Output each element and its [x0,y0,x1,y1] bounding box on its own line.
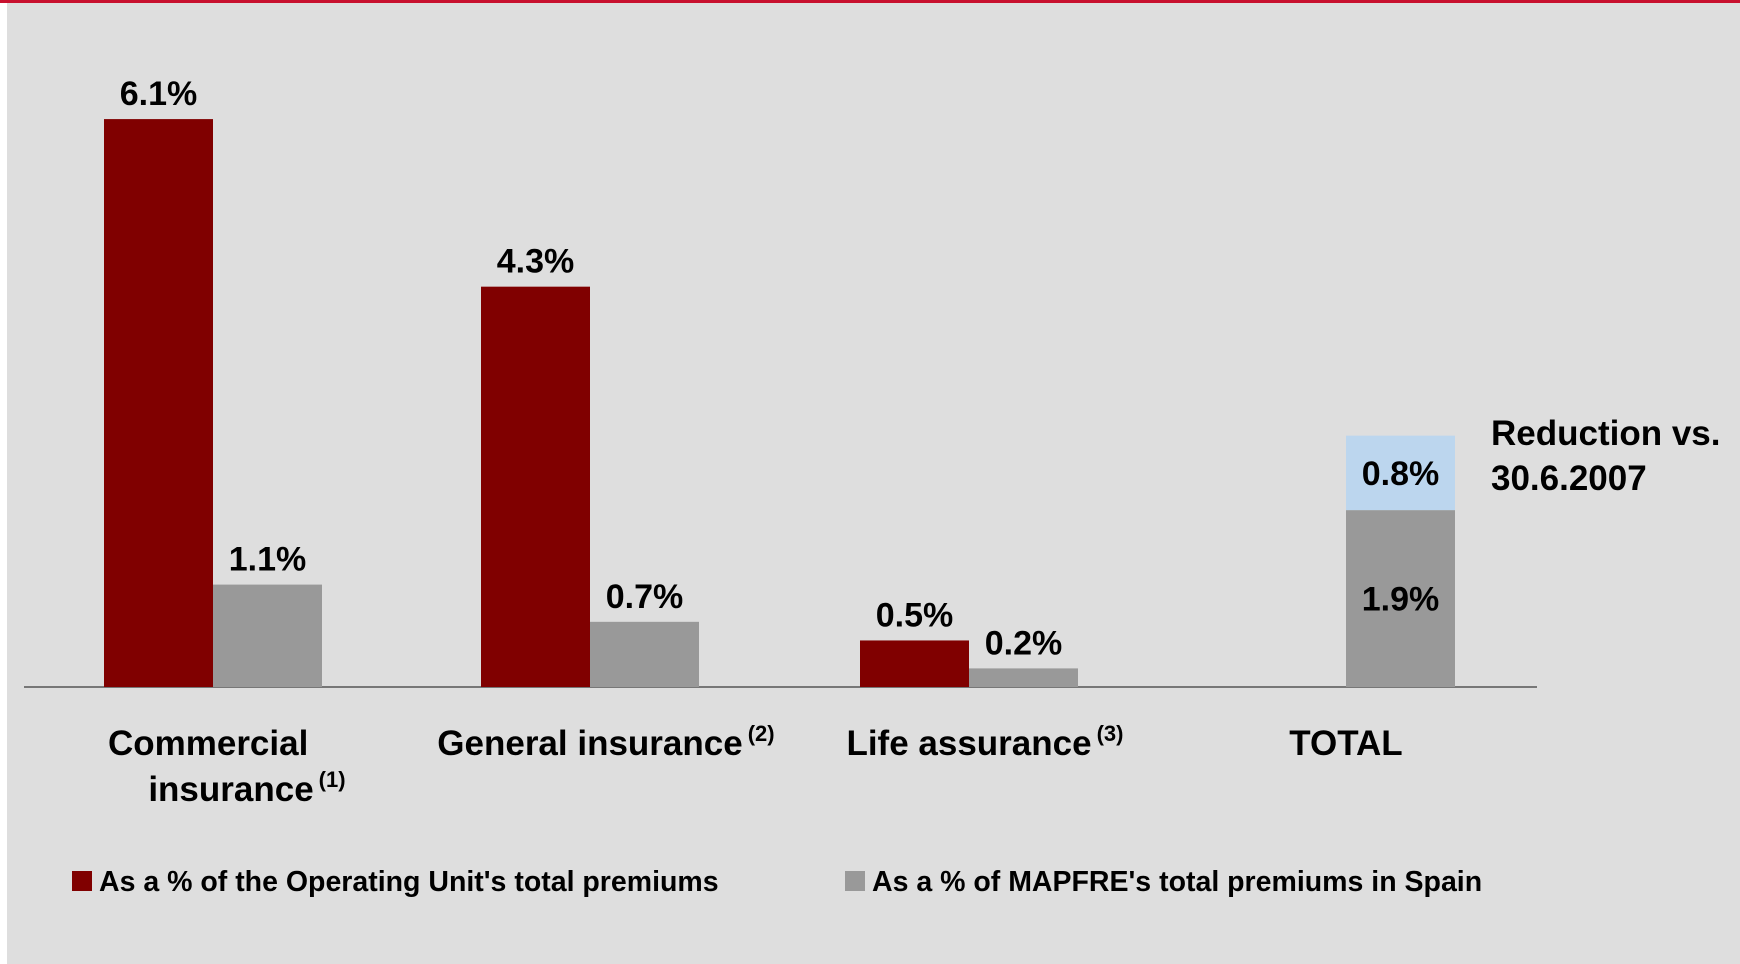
legend-swatch [72,871,92,891]
x-tick-label: Commercial insurance [108,724,318,809]
category-note: (3) [1097,721,1124,746]
value-label: 0.8% [1362,455,1440,493]
background [7,0,1740,964]
value-label: 1.1% [229,541,307,579]
bar [481,286,590,687]
value-label: 4.3% [497,243,575,281]
category-note: (1) [319,767,346,792]
value-label: 0.7% [606,578,684,616]
x-tick-label: Life assurance [846,724,1091,763]
x-tick-label: TOTAL [1289,724,1402,763]
bar [590,621,699,687]
legend-label: As a % of the Operating Unit's total pre… [99,866,719,898]
x-tick-label-line: insurance [148,770,313,809]
x-tick-label-line: Commercial [108,724,318,763]
bar [213,584,322,687]
value-label: 0.5% [876,596,954,634]
bar [1346,510,1455,687]
bar [969,668,1078,687]
annotation-line: 30.6.2007 [1491,459,1647,498]
value-label: 1.9% [1362,580,1440,618]
value-label: 0.2% [985,624,1063,662]
value-label: 6.1% [120,75,198,113]
bar [1346,435,1455,511]
top-rule [0,0,1740,3]
category-note: (2) [748,721,775,746]
legend-swatch [845,871,865,891]
bar [104,119,213,688]
annotation: Reduction vs. 30.6.2007 [1491,414,1730,498]
annotation-line: Reduction vs. [1491,414,1730,453]
x-tick-label: General insurance [437,724,742,763]
bar [860,640,969,687]
legend-label: As a % of MAPFRE's total premiums in Spa… [872,866,1482,898]
